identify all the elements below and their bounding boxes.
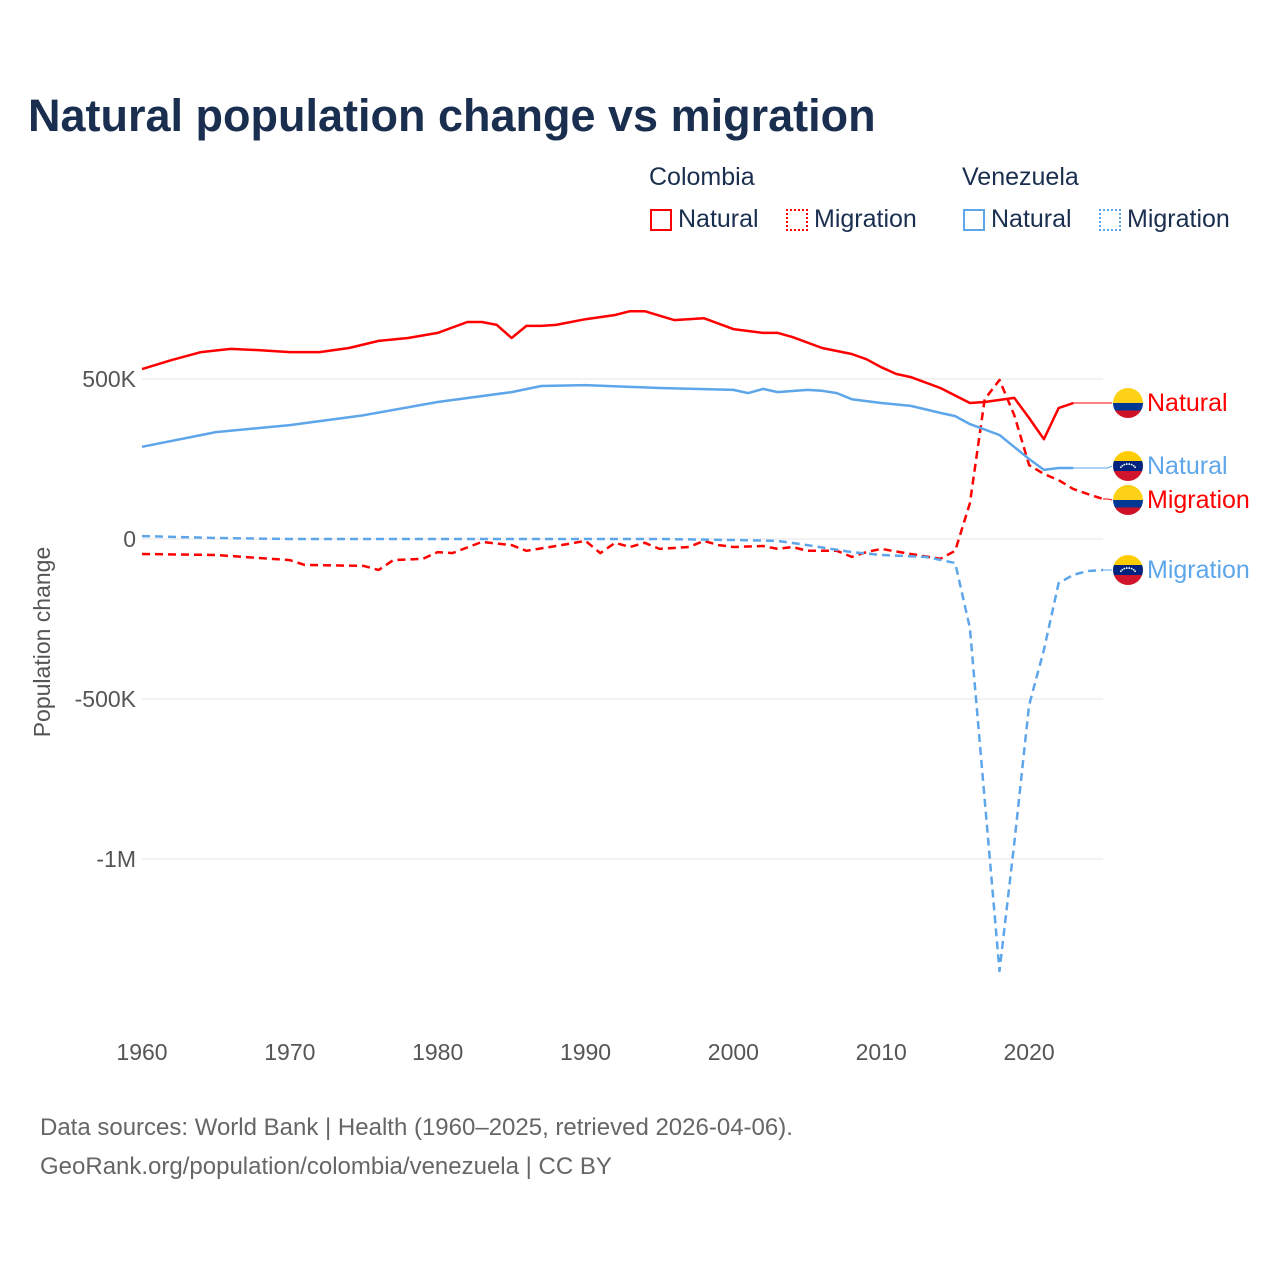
series-line-colombia-natural — [141, 309, 1074, 441]
chart-title: Natural population change vs migration — [28, 90, 876, 141]
legend-label: Natural — [678, 205, 759, 233]
footer-link[interactable]: GeoRank.org/population/colombia/venezuel… — [40, 1153, 612, 1180]
footer-sources: Data sources: World Bank | Health (1960–… — [40, 1114, 793, 1141]
label-connector — [1103, 498, 1113, 501]
legend-label: Natural — [991, 205, 1072, 233]
colombia-flag-icon — [1113, 388, 1143, 418]
x-tick-label: 2010 — [856, 1039, 907, 1065]
legend-swatch-dotted — [1099, 208, 1121, 231]
y-tick-label: -500K — [75, 686, 137, 712]
legend-swatch-solid — [963, 208, 985, 231]
x-tick-label: 2020 — [1003, 1039, 1054, 1065]
y-tick-label: 0 — [123, 526, 136, 552]
line-chart: Population change 500K 0 -500K -1M 1960 1970 1… — [29, 309, 1250, 1065]
series-line-venezuela-migration — [141, 534, 1104, 973]
venezuela-flag-icon — [1113, 555, 1143, 585]
series-end-label: Migration — [1147, 486, 1250, 514]
label-connector — [1073, 465, 1113, 469]
y-tick-label: -1M — [96, 846, 136, 872]
legend-venezuela-migration[interactable]: Migration — [1099, 205, 1230, 234]
x-tick-label: 1980 — [412, 1039, 463, 1065]
x-tick-label: 2000 — [708, 1039, 759, 1065]
legend-venezuela-natural[interactable]: Natural — [963, 205, 1072, 234]
x-tick-label: 1960 — [116, 1039, 167, 1065]
legend-label: Migration — [1127, 205, 1230, 233]
y-tick-label: 500K — [82, 366, 136, 392]
legend-colombia-migration[interactable]: Migration — [786, 205, 917, 234]
series-end-label: Migration — [1147, 556, 1250, 584]
footer: Data sources: World Bank | Health (1960–… — [40, 1108, 793, 1186]
venezuela-flag-icon — [1113, 451, 1143, 481]
series-end-label: Natural — [1147, 389, 1228, 417]
series-line-venezuela-natural — [141, 383, 1074, 472]
legend-label: Migration — [814, 205, 917, 233]
x-tick-label: 1990 — [560, 1039, 611, 1065]
legend-group-colombia: Colombia — [649, 163, 755, 191]
legend-swatch-dotted — [786, 208, 808, 231]
series-end-label: Natural — [1147, 452, 1228, 480]
legend-swatch-solid — [650, 208, 672, 231]
series-line-colombia-migration — [141, 378, 1104, 572]
legend-group-venezuela: Venezuela — [962, 163, 1079, 191]
x-tick-label: 1970 — [264, 1039, 315, 1065]
colombia-flag-icon — [1113, 485, 1143, 515]
y-axis-label: Population change — [29, 547, 55, 738]
legend-colombia-natural[interactable]: Natural — [650, 205, 759, 234]
